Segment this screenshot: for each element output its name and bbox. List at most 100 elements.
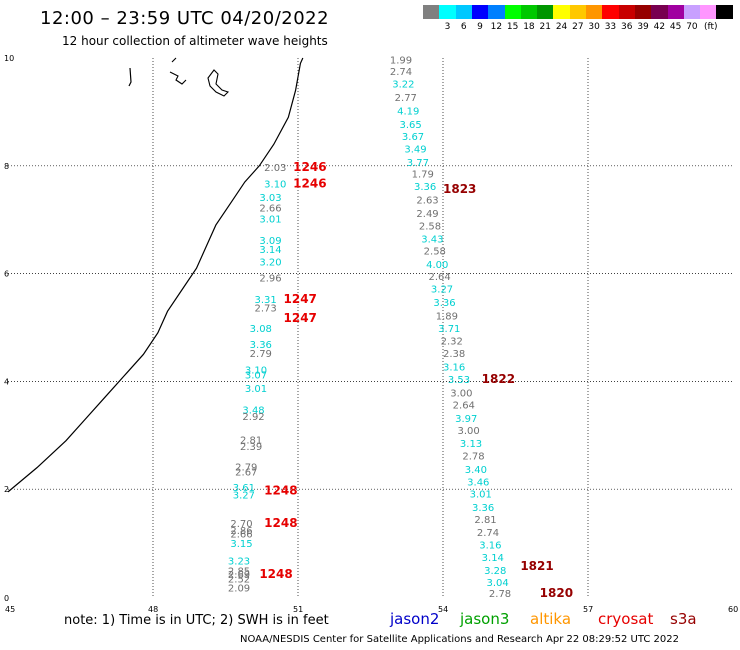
wave-height-label: 2.70	[230, 519, 252, 530]
legend-label: 27	[572, 22, 584, 32]
wave-height-label: 3.27	[233, 490, 255, 501]
wave-height-label: 2.74	[477, 528, 499, 539]
x-tick-label: 45	[5, 605, 15, 614]
wave-height-label: 3.20	[259, 258, 281, 269]
pass-time-label: 1246	[293, 176, 326, 190]
legend-label: 33	[604, 22, 617, 32]
wave-height-label: 3.04	[487, 578, 509, 589]
wave-height-label: 3.01	[470, 489, 492, 500]
satellite-name: cryosat	[598, 610, 654, 628]
wave-height-label: 2.78	[489, 589, 511, 600]
wave-height-label: 2.64	[453, 400, 475, 411]
legend-label: 12	[490, 22, 503, 32]
legend-label: 15	[506, 22, 519, 32]
legend-swatch	[618, 5, 636, 19]
island-outline	[169, 57, 187, 85]
legend-label: 18	[523, 22, 535, 32]
wave-height-label: 2.81	[474, 515, 496, 526]
wave-height-label: 3.49	[404, 144, 426, 155]
wave-height-label: 4.19	[397, 107, 419, 118]
x-tick-label: 48	[148, 605, 158, 614]
legend-label: 39	[637, 22, 649, 32]
y-tick-label: 10	[4, 54, 14, 63]
legend-label: 30	[588, 22, 600, 32]
wave-height-label: 2.81	[240, 435, 262, 446]
wave-height-label: 3.28	[484, 566, 506, 577]
y-tick-label: 8	[4, 162, 9, 171]
wave-height-label: 3.67	[402, 132, 424, 143]
wave-height-label: 3.03	[259, 193, 281, 204]
wave-height-label: 3.27	[431, 284, 453, 295]
island-outline	[207, 69, 230, 97]
wave-height-label: 3.07	[245, 371, 267, 382]
wave-height-label: 3.77	[407, 158, 429, 169]
credit-line: NOAA/NESDIS Center for Satellite Applica…	[240, 634, 679, 645]
wave-height-label: 2.78	[462, 452, 484, 463]
pass-time-label: 1821	[520, 559, 553, 573]
wave-height-label: 2.79	[235, 462, 257, 473]
wave-height-label: 2.03	[264, 163, 286, 174]
wave-height-label: 2.66	[259, 204, 281, 215]
legend-swatch	[439, 5, 457, 19]
wave-height-label: 3.61	[233, 483, 255, 494]
wave-height-label: 2.63	[416, 196, 438, 207]
wave-height-label: 2.92	[242, 412, 264, 423]
wave-height-label: 3.01	[259, 214, 281, 225]
wave-height-label: 2.58	[424, 247, 446, 258]
pass-time-label: 1246	[293, 160, 326, 174]
wave-height-label: 1.89	[436, 311, 458, 322]
legend-label: 42	[653, 22, 666, 32]
legend-swatch	[423, 5, 440, 19]
wave-height-label: 1.79	[412, 170, 434, 181]
legend-swatch	[455, 5, 473, 19]
legend-swatch	[602, 5, 620, 19]
pass-time-label: 1248	[264, 484, 297, 498]
wave-height-label: 3.97	[455, 414, 477, 425]
legend-label: 6	[460, 22, 467, 32]
wave-height-label: 3.09	[259, 236, 281, 247]
pass-time-label: 1820	[540, 586, 573, 600]
y-tick-label: 6	[4, 270, 9, 279]
wave-height-label: 3.16	[443, 363, 465, 374]
wave-height-label: 2.49	[416, 209, 438, 220]
island-outline	[128, 67, 132, 87]
wave-height-label: 2.77	[395, 93, 417, 104]
wave-height-label: 3.10	[264, 179, 286, 190]
wave-height-label: 1.99	[390, 55, 412, 66]
wave-height-label: 2.52	[228, 574, 250, 585]
wave-height-label: 4.00	[426, 260, 448, 271]
wave-height-label: 3.08	[250, 324, 272, 335]
pass-time-label: 1247	[284, 311, 317, 325]
legend-label: 21	[539, 22, 551, 32]
wave-height-label: 3.31	[255, 295, 277, 306]
wave-height-label: 3.46	[467, 477, 489, 488]
pass-time-label: 1247	[284, 292, 317, 306]
wave-height-label: 3.48	[242, 406, 264, 417]
wave-height-label: 3.43	[421, 234, 443, 245]
wave-height-label: 2.67	[235, 468, 257, 479]
wave-height-label: 3.23	[228, 557, 250, 568]
wave-height-label: 2.96	[259, 274, 281, 285]
satellite-name: jason2	[390, 610, 440, 628]
footnote: note: 1) Time is in UTC; 2) SWH is in fe…	[64, 613, 329, 628]
legend-swatch	[586, 5, 603, 19]
wave-height-label: 2.69	[228, 570, 250, 581]
legend-swatch	[683, 5, 701, 19]
wave-height-label: 2.86	[230, 526, 252, 537]
wave-height-label: 2.74	[390, 67, 412, 78]
wave-height-label: 3.14	[482, 553, 504, 564]
x-tick-label: 51	[293, 605, 303, 614]
legend-swatch	[471, 5, 489, 19]
legend-swatch	[634, 5, 652, 19]
wave-height-label: 3.36	[433, 298, 455, 309]
wave-height-label: 3.40	[465, 465, 487, 476]
y-tick-label: 2	[4, 485, 9, 494]
wave-height-label: 3.15	[230, 539, 252, 550]
legend-swatch	[716, 5, 734, 19]
coastline	[7, 57, 304, 493]
legend-swatch	[488, 5, 505, 19]
satellite-name: altika	[530, 610, 572, 628]
wave-height-label: 2.73	[255, 303, 277, 314]
satellite-name: s3a	[670, 610, 697, 628]
